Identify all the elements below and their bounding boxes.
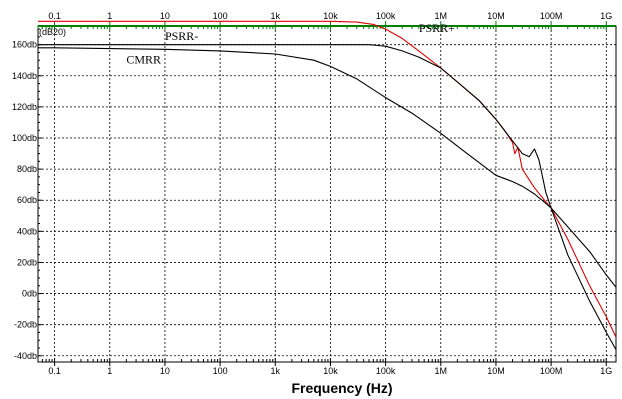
y-tick-label: -40db xyxy=(14,351,37,361)
x-tick-label-top: 1 xyxy=(107,11,112,21)
y-unit-label: (dB20) xyxy=(39,27,66,37)
annotation-label: CMRR xyxy=(126,52,161,66)
x-axis-title: Frequency (Hz) xyxy=(291,380,392,396)
y-tick-label: 80db xyxy=(17,164,37,174)
y-tick-label: 100db xyxy=(12,133,37,143)
x-tick-label-top: 1G xyxy=(600,11,612,21)
x-tick-label-top: 100k xyxy=(376,11,396,21)
x-tick-label-bottom: 1M xyxy=(435,366,448,376)
y-tick-label: 20db xyxy=(17,257,37,267)
series-line-psrr xyxy=(38,44,617,350)
x-tick-label-bottom: 10 xyxy=(160,366,170,376)
x-tick-label-bottom: 100k xyxy=(376,366,396,376)
annotation-label: PSRR- xyxy=(165,29,198,43)
x-tick-label-top: 10k xyxy=(323,11,338,21)
x-tick-label-bottom: 100M xyxy=(540,366,563,376)
x-tick-label-top: 1k xyxy=(271,11,281,21)
y-tick-label: -20db xyxy=(14,320,37,330)
x-tick-label-bottom: 1k xyxy=(271,366,281,376)
annotations: PSRR- PSRR+ CMRR xyxy=(126,21,455,66)
annotation-label: PSRR+ xyxy=(419,21,455,35)
x-tick-label-bottom: 1G xyxy=(600,366,612,376)
x-tick-label-bottom: 1 xyxy=(107,366,112,376)
y-tick-label: 140db xyxy=(12,71,37,81)
x-tick-label-bottom: 0.1 xyxy=(48,366,61,376)
x-tick-label-top: 10 xyxy=(160,11,170,21)
x-tick-label-top: 1M xyxy=(435,11,448,21)
x-tick-label-top: 0.1 xyxy=(48,11,61,21)
x-tick-label-top: 100 xyxy=(213,11,228,21)
y-tick-label: 0db xyxy=(22,289,37,299)
x-tick-label-top: 100M xyxy=(540,11,563,21)
y-tick-label: 120db xyxy=(12,102,37,112)
x-tick-label-bottom: 10M xyxy=(487,366,505,376)
series-group xyxy=(38,20,617,350)
bottom-axis: 0.1 1 10 100 1k 10k 100k 1M 10M 100M 1G xyxy=(37,358,612,376)
y-tick-label: 60db xyxy=(17,195,37,205)
left-axis: -40db -20db 0db 20db 40db 60db 80db 100db 120db 1… xyxy=(12,28,42,361)
y-tick-label: 40db xyxy=(17,226,37,236)
x-tick-label-bottom: 100 xyxy=(213,366,228,376)
x-tick-label-bottom: 10k xyxy=(323,366,338,376)
y-tick-label: 160db xyxy=(12,40,37,50)
x-tick-label-top: 10M xyxy=(487,11,505,21)
series-line-cmrr xyxy=(38,47,617,288)
top-axis: 0.1 1 10 100 1k 10k 100k 1M 10M 100M 1G xyxy=(37,11,616,30)
